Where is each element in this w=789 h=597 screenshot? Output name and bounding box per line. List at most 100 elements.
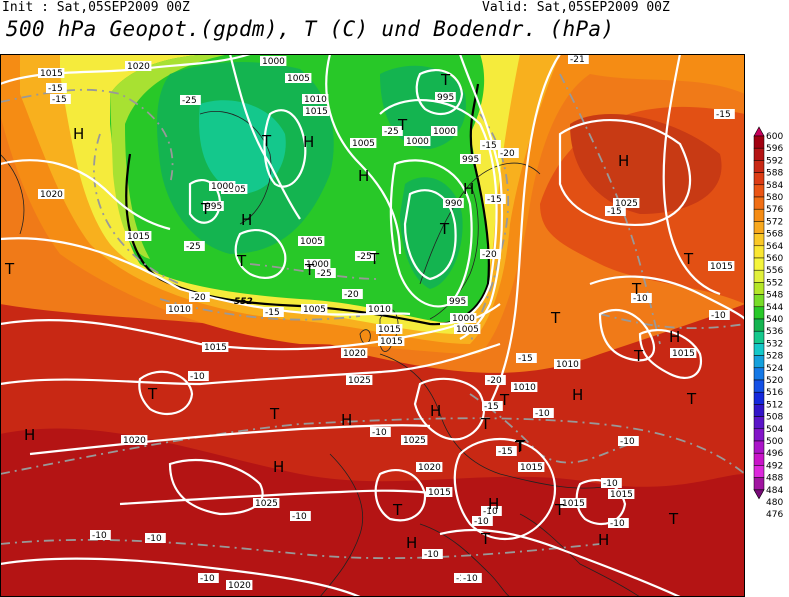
isobar-label-box (560, 498, 587, 508)
color-scale-swatch (753, 221, 765, 234)
contour-552-label: 552 (234, 297, 253, 307)
isotherm-label-box (485, 194, 506, 204)
isotherm-label-box (480, 249, 501, 259)
isotherm-label: -10 (200, 574, 215, 584)
low-pressure-marker: T (269, 405, 280, 423)
color-scale-swatch (753, 147, 765, 161)
color-scale-tick-label: 532 (766, 339, 783, 349)
isotherm-label-box (496, 446, 517, 456)
isotherm-label-box (184, 241, 205, 251)
isotherm-label: -10 (424, 550, 439, 560)
color-scale-swatch (753, 135, 765, 149)
isobar-label: 1020 (40, 190, 63, 200)
isobar-label-box (303, 106, 330, 116)
isotherm-label-box (290, 511, 311, 521)
isobar-label: 1000 (452, 314, 475, 324)
color-scale-tick-label: 552 (766, 278, 783, 288)
isobar-label: 1010 (513, 383, 536, 393)
isotherm-label: -15 (52, 95, 67, 105)
isobar-label: 1015 (428, 488, 451, 498)
isobar-label: 1015 (204, 343, 227, 353)
isobar-label-box (708, 261, 735, 271)
high-pressure-marker: H (73, 125, 84, 143)
isotherm-label-box (631, 293, 652, 303)
isotherm-label-box (485, 375, 506, 385)
low-pressure-marker: T (369, 250, 380, 268)
isobar-label: 1020 (418, 463, 441, 473)
isotherm-label: -21 (570, 55, 585, 65)
isobar-label-box (304, 259, 331, 269)
color-scale-swatch (753, 269, 765, 283)
low-pressure-marker: T (633, 347, 644, 365)
isobar-label-box (302, 94, 329, 104)
high-pressure-marker: H (430, 402, 441, 420)
isobar-label: 1020 (343, 349, 366, 359)
isobar-label: 1015 (710, 262, 733, 272)
temp-field-darkred (0, 428, 745, 597)
low-pressure-marker: T (668, 510, 679, 528)
color-scale: 600 596 592 588 584 580 576 572 568 564 560 556 552 5… (753, 126, 783, 520)
isobar-label-box (454, 324, 481, 334)
isotherm-label-box (605, 206, 626, 216)
color-scale-swatch (753, 306, 765, 320)
isobar-label-box (253, 498, 280, 508)
chart-title: 500 hPa Geopot.(gpdm), T (C) und Bodendr… (6, 17, 615, 41)
isotherm-label: -10 (711, 311, 726, 321)
isobar-label: 1020 (228, 581, 251, 591)
isobar-label: 1020 (123, 436, 146, 446)
color-scale-swatch (753, 428, 765, 442)
color-scale-swatch (753, 196, 765, 210)
isobar-label-box (443, 198, 464, 208)
isotherm-label-box (568, 54, 589, 64)
isobar-label: 1005 (303, 305, 326, 315)
isotherm-label-box (263, 307, 284, 317)
color-scale-tick-label: 568 (766, 230, 783, 240)
isotherm-label-box (188, 371, 209, 381)
isotherm-label: -10 (633, 294, 648, 304)
isobar-label: 1015 (305, 107, 328, 117)
color-scale-tick-label: 544 (766, 303, 783, 313)
isotherm-label: -10 (483, 507, 498, 517)
high-pressure-marker: H (598, 531, 609, 549)
isobar-label-box (511, 382, 538, 392)
color-scale-swatch (753, 294, 765, 308)
color-scale-tick-label: 584 (766, 181, 783, 191)
isotherm-label: -15 (607, 207, 622, 217)
isotherm-label: -10 (620, 437, 635, 447)
color-scale-swatches (753, 126, 765, 500)
isotherm-label: -10 (292, 512, 307, 522)
high-pressure-marker: H (24, 426, 35, 444)
color-scale-swatch (753, 245, 765, 259)
low-pressure-marker: T (4, 260, 15, 278)
color-scale-tick-label: 492 (766, 461, 783, 471)
color-scale-tick-label: 596 (766, 144, 783, 154)
color-scale-tick-label: 500 (766, 437, 783, 447)
isotherm-label: -10 (147, 534, 162, 544)
isobar-label-box (613, 198, 640, 208)
high-pressure-marker: H (406, 534, 417, 552)
valid-time-label: Valid: Sat,05SEP2009 00Z (482, 0, 670, 15)
isotherm-label-box (50, 94, 71, 104)
low-pressure-marker: T (631, 280, 642, 298)
isotherm-label: -10 (92, 531, 107, 541)
isotherm-label-box (533, 408, 554, 418)
isotherm-label: -15 (518, 354, 533, 364)
isobar-lines (0, 54, 745, 597)
color-scale-swatch (753, 367, 765, 381)
isobar-label-box (460, 154, 481, 164)
color-scale-swatch (753, 355, 765, 369)
isotherm-label: -10 (535, 409, 550, 419)
isobar-label-box (203, 201, 224, 211)
isobar-label-box (301, 304, 328, 314)
color-scale-ticks: 600 596 592 588 584 580 576 572 568 564 560 556 552 5… (766, 132, 783, 520)
isobar-label: 1015 (380, 337, 403, 347)
color-scale-tick-label: 548 (766, 291, 783, 301)
high-pressure-marker: H (463, 180, 474, 198)
isotherm-label: -20 (482, 250, 497, 260)
isotherm-label-box (198, 573, 219, 583)
high-pressure-marker: H (303, 133, 314, 151)
isobar-label: 1020 (127, 62, 150, 72)
low-pressure-marker: T (550, 309, 561, 327)
temp-field-cyan-west (199, 100, 286, 194)
color-scale-tick-label: 520 (766, 376, 783, 386)
